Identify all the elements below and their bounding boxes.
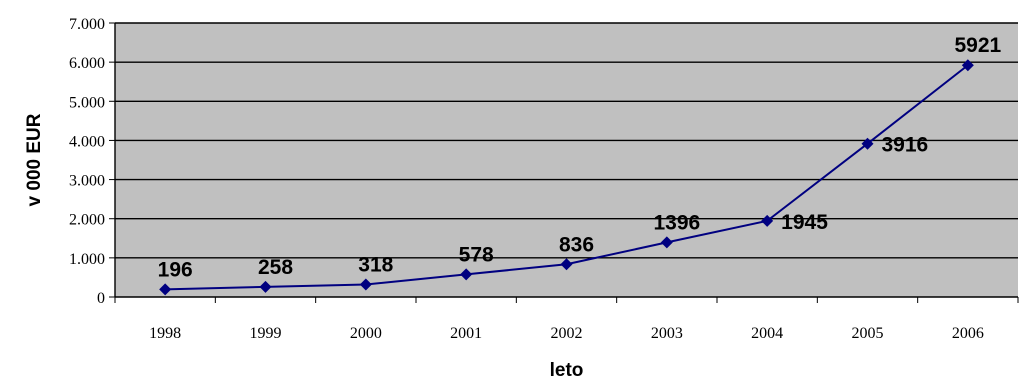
plot-area xyxy=(115,23,1018,297)
x-tick-label: 2002 xyxy=(551,325,583,342)
x-tick-label: 2004 xyxy=(751,325,783,342)
y-tick-label: 2.000 xyxy=(69,212,105,229)
data-point xyxy=(560,258,573,271)
data-point xyxy=(660,236,673,249)
data-labels: 196 258 318 578 836 1396 1945 3916 5921 xyxy=(158,34,1002,281)
x-tick-label: 2005 xyxy=(852,325,884,342)
data-label: 3916 xyxy=(882,134,929,157)
x-tick-label: 2006 xyxy=(952,325,984,342)
y-tick-label: 5.000 xyxy=(69,94,105,111)
data-point xyxy=(861,137,874,150)
data-label: 5921 xyxy=(954,34,1001,57)
x-tick-label: 1998 xyxy=(149,325,181,342)
y-tick-label: 3.000 xyxy=(69,173,105,190)
y-axis-title: v 000 EUR xyxy=(24,113,45,206)
data-label: 196 xyxy=(158,258,193,281)
series-line xyxy=(159,59,974,296)
y-tick-label: 6.000 xyxy=(69,55,105,72)
data-label: 578 xyxy=(459,243,494,266)
data-label: 1396 xyxy=(653,211,700,234)
x-tick-label: 2003 xyxy=(651,325,683,342)
y-tick-label: 4.000 xyxy=(69,133,105,150)
data-point xyxy=(159,283,172,296)
x-tick-labels: 1998 1999 2000 2001 2002 2003 2004 2005 2006 xyxy=(149,325,984,342)
y-tick-labels: 0 1.000 2.000 3.000 4.000 5.000 6.000 7.000 xyxy=(69,16,105,307)
data-point xyxy=(359,278,372,291)
y-tick-label: 1.000 xyxy=(69,251,105,268)
x-tick-label: 2000 xyxy=(350,325,382,342)
data-label: 1945 xyxy=(781,211,828,234)
data-point xyxy=(259,280,272,293)
data-label: 258 xyxy=(258,256,293,279)
y-tick-label: 7.000 xyxy=(69,16,105,33)
data-point xyxy=(460,268,473,281)
data-point xyxy=(761,214,774,227)
data-point xyxy=(961,59,974,72)
x-axis-title: leto xyxy=(550,360,584,380)
data-label: 836 xyxy=(559,233,594,256)
y-tick-label: 0 xyxy=(97,290,105,307)
axes xyxy=(109,22,1019,303)
gridlines xyxy=(115,22,1018,259)
data-label: 318 xyxy=(358,254,393,277)
x-tick-label: 2001 xyxy=(450,325,482,342)
x-tick-label: 1999 xyxy=(250,325,282,342)
